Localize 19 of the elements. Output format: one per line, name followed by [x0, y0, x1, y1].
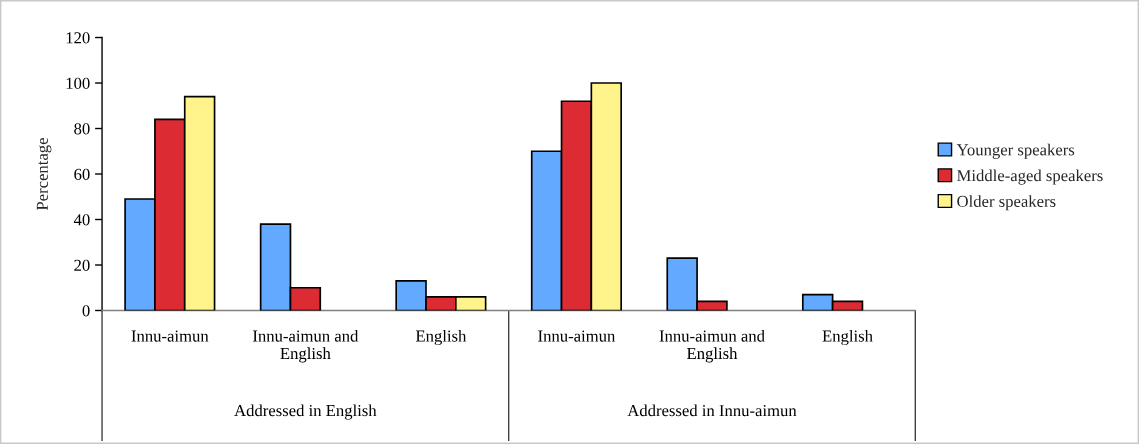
y-tick-label: 120 [66, 32, 90, 44]
y-tick-label: 40 [73, 214, 90, 226]
y-tick-label: 20 [74, 259, 90, 271]
x-tick-label: English [822, 329, 873, 346]
y-tick-label: 80 [74, 123, 90, 135]
legend-label: Older speakers [957, 195, 1056, 211]
x-tick-label: Innu-aimun [131, 330, 209, 342]
x-tick-label: Innu-aimun and English [252, 329, 359, 363]
x-tick-label: Innu-aimun and English [659, 329, 765, 363]
y-axis-title: Percentage [36, 138, 52, 211]
legend-label: Middle-aged speakers [957, 169, 1103, 185]
text: Addressed in English [234, 404, 377, 420]
legend-label: Younger speakers [956, 143, 1075, 159]
y-tick-label: 0 [82, 305, 90, 317]
y-tick-label: 60 [74, 168, 90, 180]
x-tick-label: Innu-aimun [538, 330, 616, 342]
text: Addressed in Innu-aimun [627, 404, 797, 417]
y-tick-label: 100 [66, 77, 90, 89]
x-tick-label: English [415, 329, 467, 346]
